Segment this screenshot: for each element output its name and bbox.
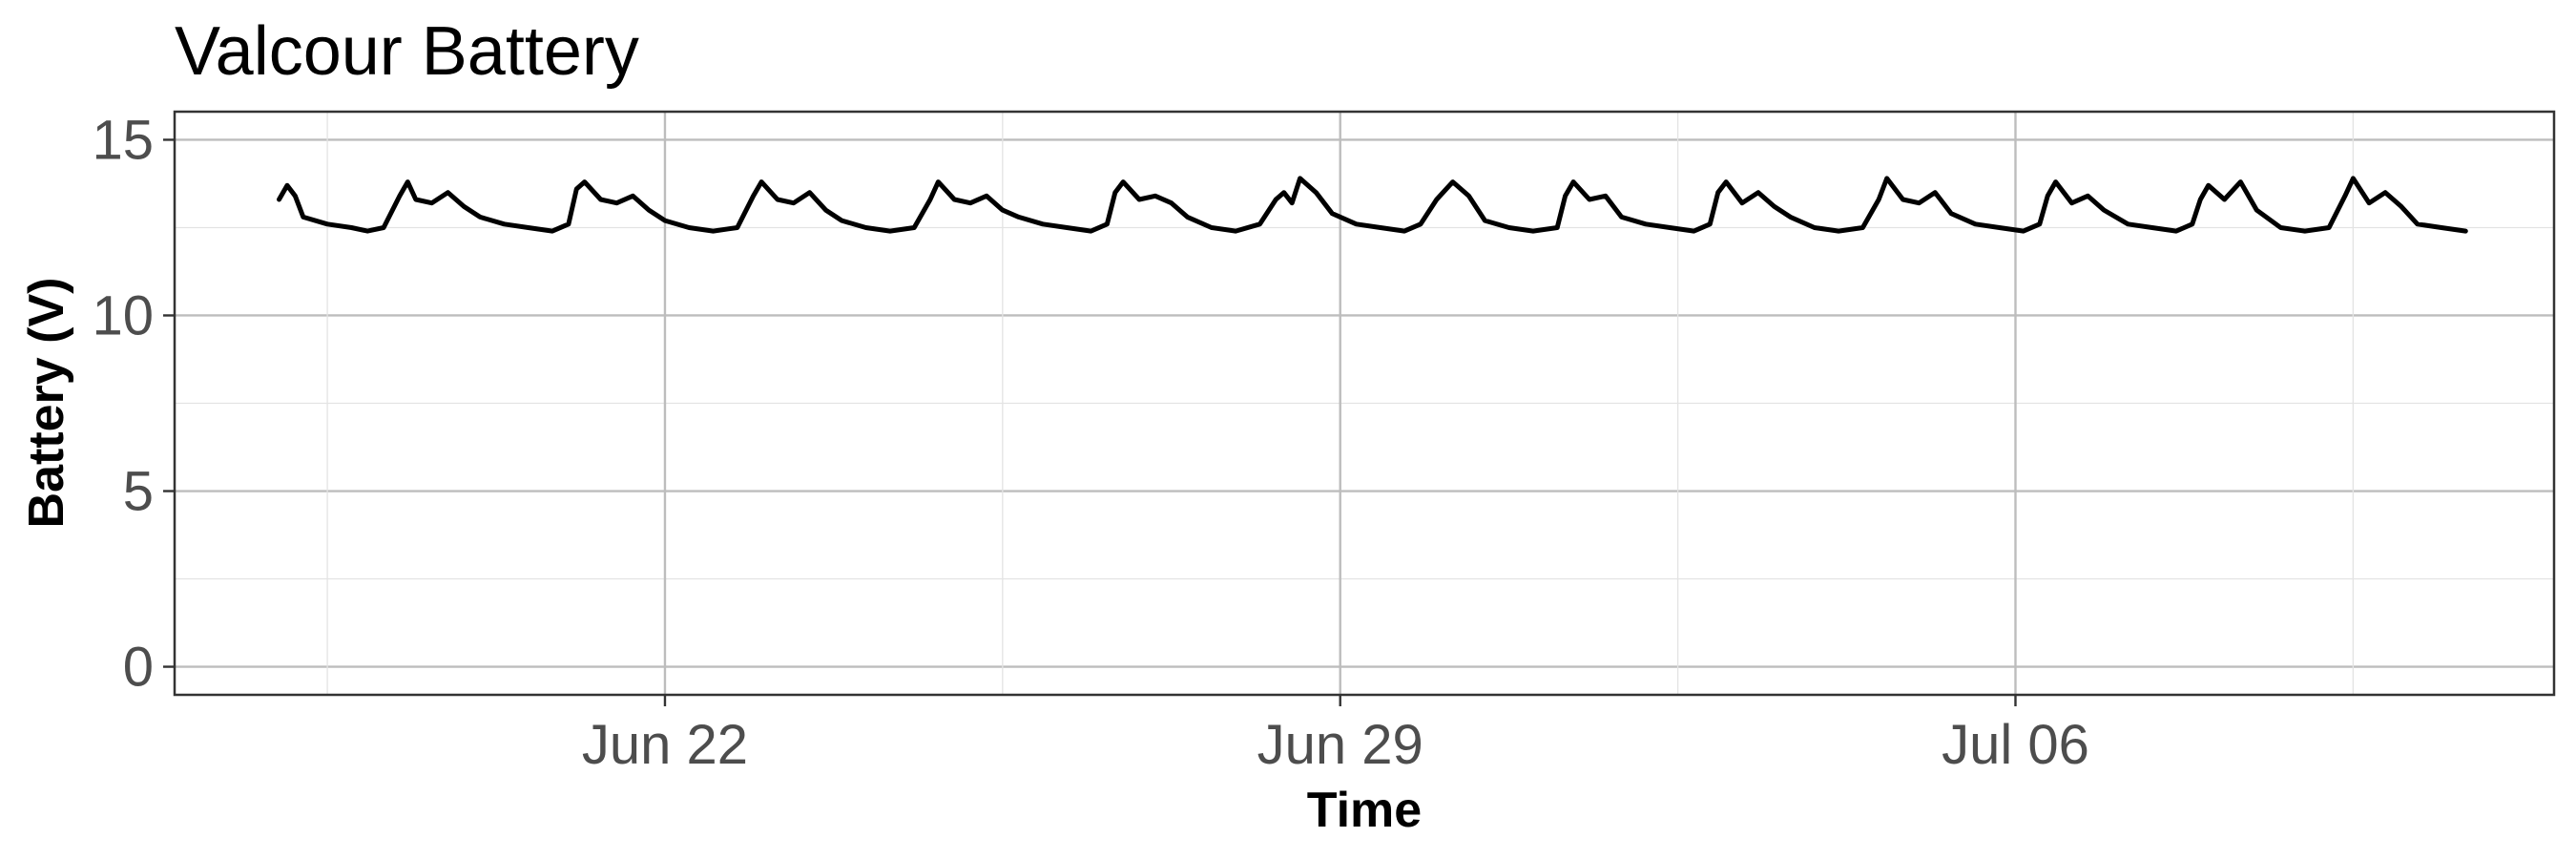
x-tick-label: Jun 22	[582, 714, 748, 776]
grid-lines	[175, 112, 2554, 695]
series-layer	[277, 176, 2468, 234]
y-axis-label: Battery (V)	[19, 278, 74, 529]
plot-border	[173, 110, 2556, 697]
x-tick-label: Jun 29	[1257, 714, 1423, 776]
y-tick-label: 15	[92, 109, 154, 171]
y-tick-label: 10	[92, 284, 154, 346]
battery-series-line	[277, 176, 2468, 234]
x-tick-label: Jul 06	[1942, 714, 2089, 776]
x-axis-label: Time	[1307, 783, 1422, 838]
tick-marks	[163, 138, 2017, 706]
y-tick-label: 0	[123, 637, 154, 699]
y-tick-label: 5	[123, 461, 154, 523]
chart-title: Valcour Battery	[175, 13, 639, 90]
